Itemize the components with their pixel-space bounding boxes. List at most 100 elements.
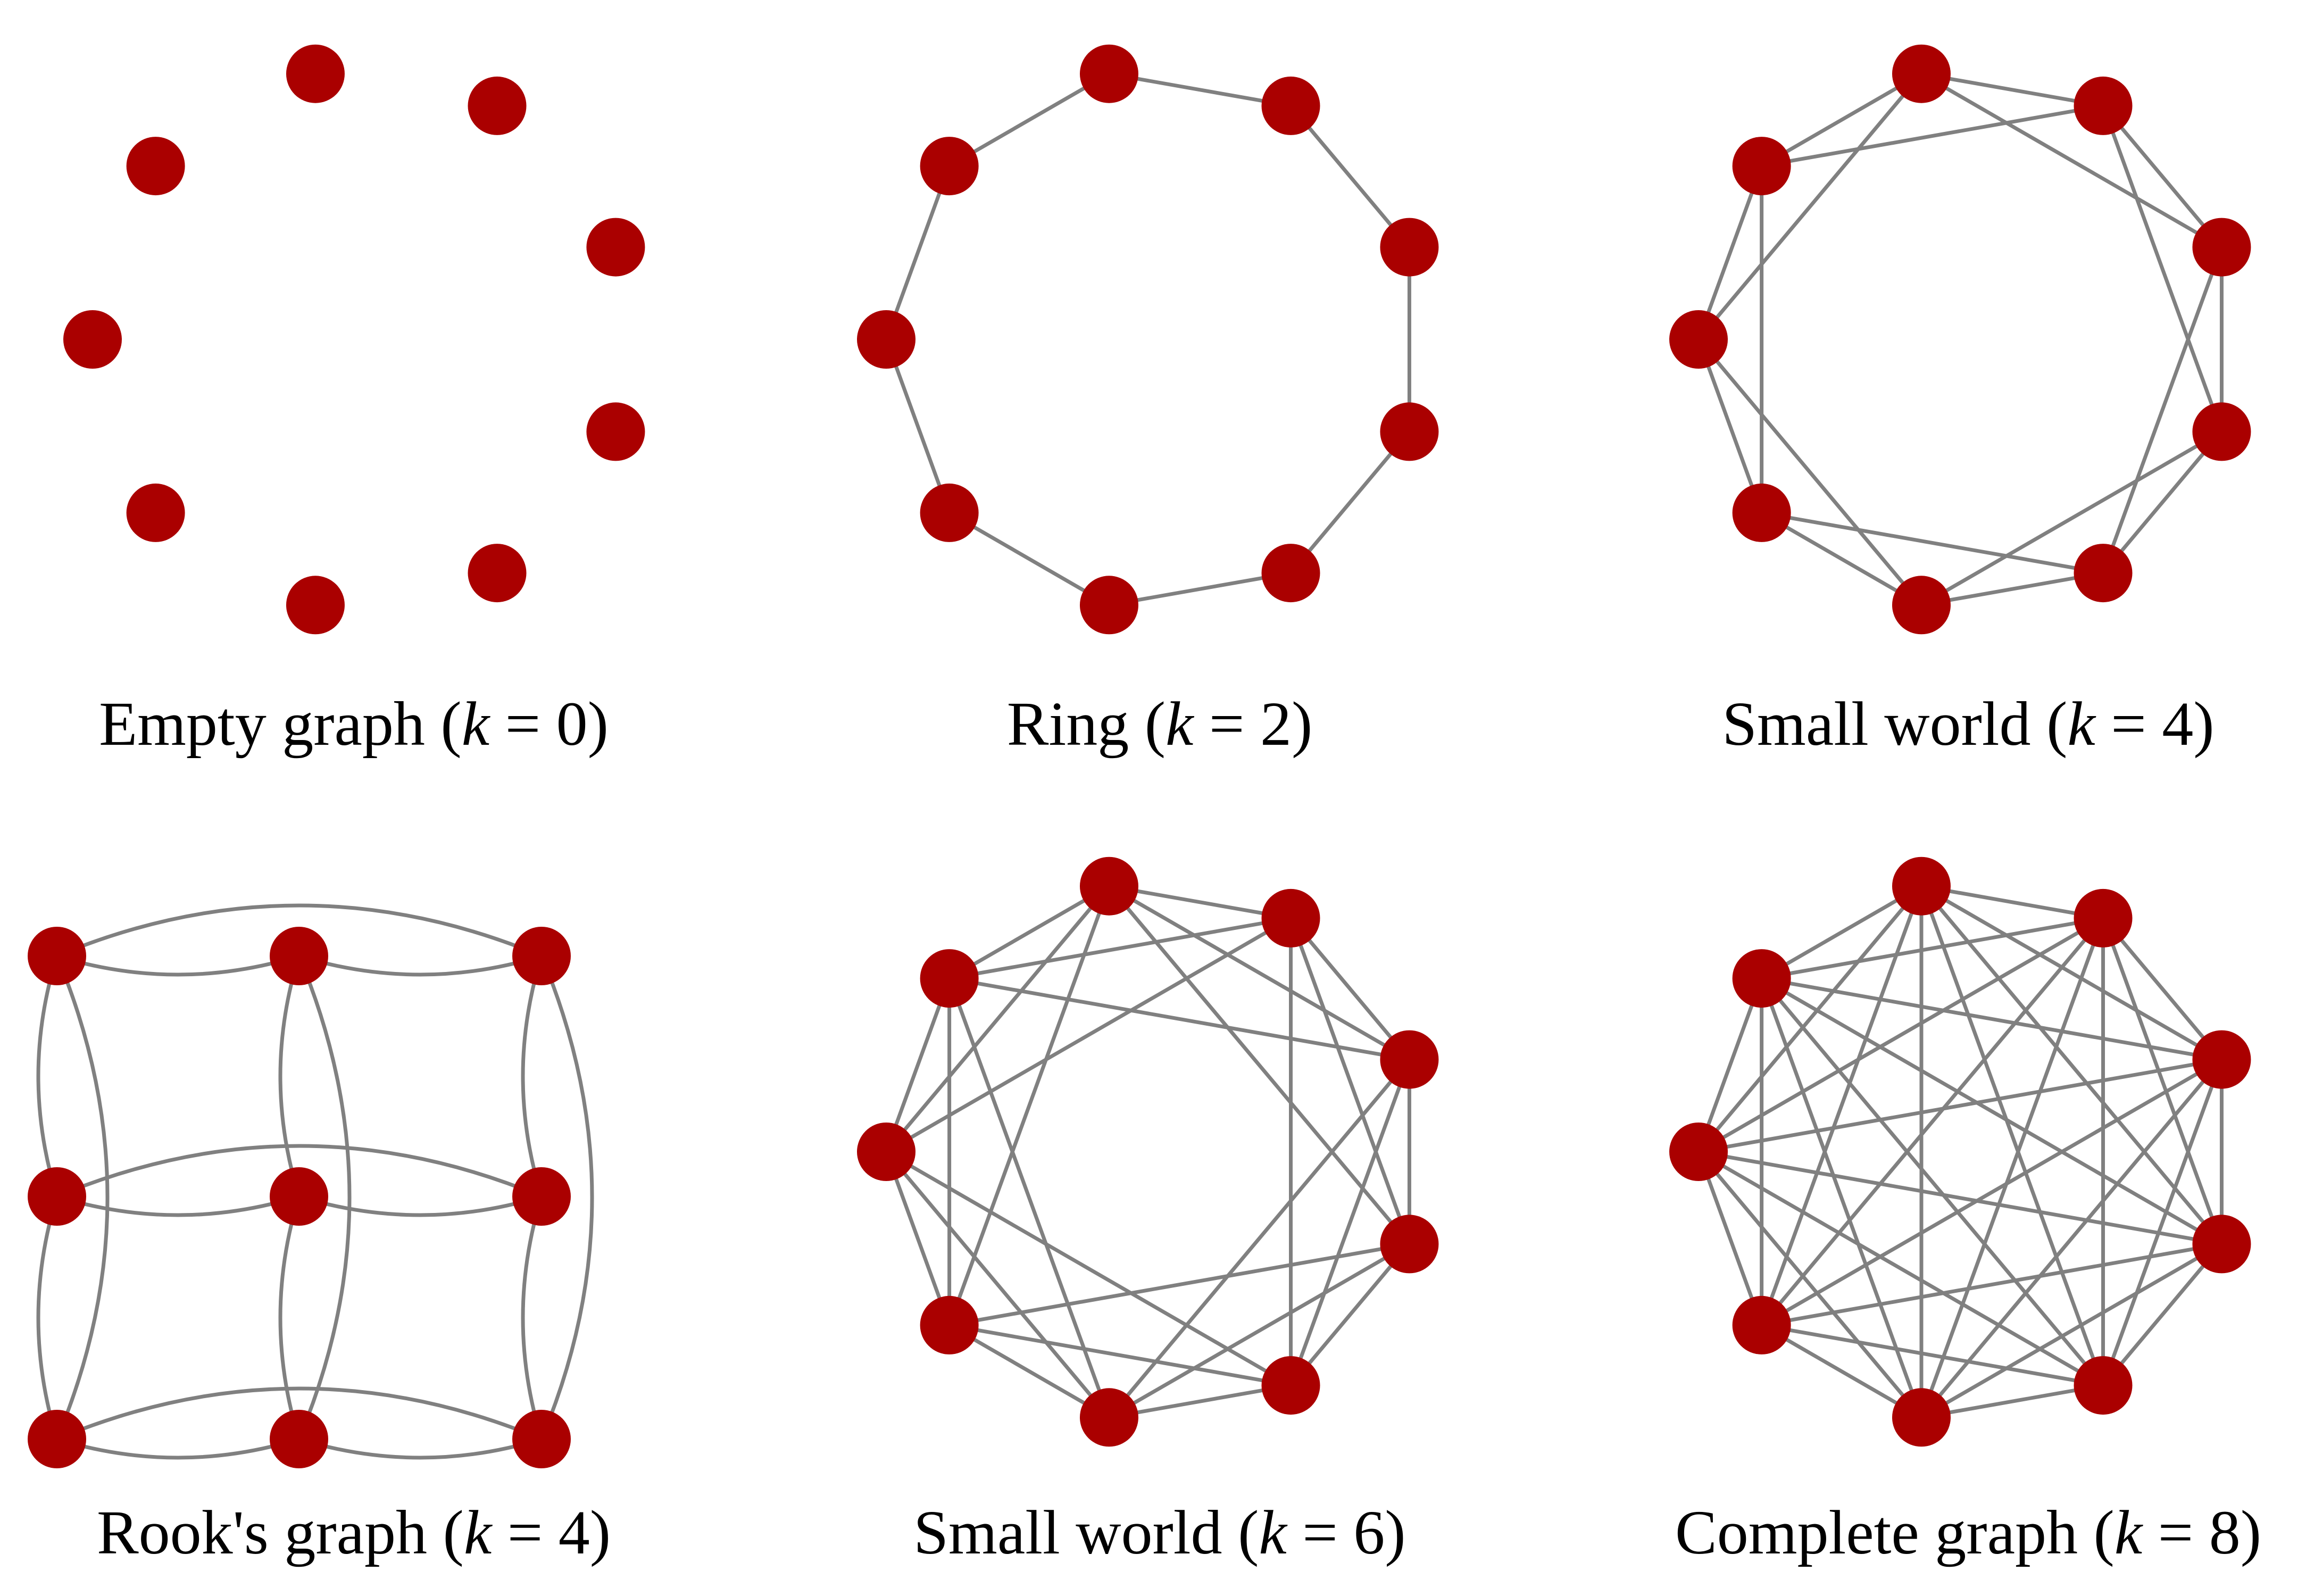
node-empty-0	[63, 310, 122, 369]
edge-small-world-6-8-0	[884, 977, 951, 1153]
edge-rook-r2-c0-c1	[56, 1437, 300, 1460]
edge-small-world-4-1-3	[1761, 511, 2104, 575]
edge-small-world-6-3-5	[1289, 1059, 1411, 1386]
node-small-world-6-8	[920, 949, 979, 1008]
caption-rook-k: 4	[559, 1498, 590, 1567]
edge-rook-c1-r1-r2	[278, 1195, 301, 1440]
edge-complete-3-4	[2101, 1243, 2224, 1387]
edge-complete-0-4	[1698, 1150, 2223, 1246]
edge-small-world-6-0-2	[885, 1150, 1111, 1419]
edge-small-world-6-7-8	[948, 884, 1110, 980]
edge-ring-6-7	[1109, 72, 1292, 108]
edge-small-world-6-8-2	[947, 977, 1111, 1418]
node-rook-1-1	[270, 1167, 328, 1226]
edge-small-world-6-5-7	[1108, 884, 1411, 1061]
node-ring-0	[857, 310, 915, 369]
edge-small-world-6-6-7	[1109, 884, 1292, 920]
edge-complete-6-0	[1697, 916, 2104, 1154]
edge-ring-8-0	[884, 165, 951, 340]
node-complete-5	[2192, 1030, 2251, 1089]
edge-rook-c1-r0-r2	[297, 955, 352, 1440]
edge-complete-5-8	[1761, 976, 2223, 1062]
node-small-world-6-5	[1380, 1030, 1439, 1089]
edge-complete-3-5	[2101, 1059, 2224, 1386]
edge-small-world-6-1-3	[949, 1323, 1292, 1387]
edge-rook-r2-c0-c2	[56, 1386, 543, 1441]
edge-small-world-4-5-6	[2101, 104, 2224, 248]
node-empty-3	[468, 544, 527, 603]
node-complete-2	[1892, 1388, 1951, 1447]
node-empty-2	[286, 576, 345, 635]
node-rook-0-2	[512, 927, 571, 985]
caption-complete-name: Complete graph	[1675, 1498, 2078, 1567]
panel-ring: Ring (k = 2)	[857, 44, 1439, 759]
node-ring-4	[1380, 402, 1439, 461]
node-small-world-6-2	[1079, 1388, 1138, 1447]
edge-small-world-4-2-3	[1921, 571, 2104, 607]
node-rook-0-1	[270, 927, 328, 985]
edge-ring-7-8	[948, 72, 1110, 168]
edge-small-world-4-0-1	[1696, 338, 1763, 514]
caption-small-world-6-k: 6	[1353, 1498, 1385, 1567]
edge-ring-3-4	[1289, 430, 1411, 575]
panel-small-world-4: Small world (k = 4)	[1669, 44, 2251, 759]
edge-small-world-6-6-8	[949, 916, 1292, 980]
edge-rook-r0-c0-c1	[56, 954, 300, 977]
edge-rook-r0-c1-c2	[298, 954, 543, 977]
edge-small-world-6-5-6	[1289, 917, 1411, 1061]
caption-small-world-4-name: Small world	[1722, 689, 2030, 759]
node-rook-2-0	[28, 1410, 86, 1468]
edge-complete-2-6	[1919, 917, 2105, 1418]
edge-small-world-6-5-8	[949, 976, 1410, 1062]
panel-complete: Complete graph (k = 8)	[1669, 857, 2261, 1567]
node-complete-4	[2192, 1215, 2251, 1274]
edge-complete-0-2	[1697, 1150, 1923, 1419]
node-ring-6	[1261, 76, 1320, 135]
edge-small-world-6-6-0	[885, 916, 1292, 1154]
caption-small-world-4-k: 4	[2162, 689, 2193, 759]
edge-small-world-4-4-6	[2101, 105, 2224, 433]
edge-rook-c0-r0-r2	[55, 955, 110, 1440]
edge-complete-5-6	[2101, 917, 2224, 1061]
edge-small-world-4-3-5	[2101, 246, 2224, 574]
node-empty-4	[586, 402, 645, 461]
node-complete-3	[2074, 1356, 2133, 1415]
node-rook-2-2	[512, 1410, 571, 1468]
edge-small-world-6-0-3	[885, 1150, 1292, 1387]
edge-small-world-6-0-1	[884, 1151, 951, 1326]
edge-small-world-6-1-4	[949, 1242, 1410, 1327]
edge-complete-4-6	[2101, 917, 2224, 1245]
edge-rook-c2-r1-r2	[521, 1195, 544, 1440]
edge-small-world-4-7-8	[1760, 72, 1922, 168]
caption-complete: Complete graph (k = 8)	[1675, 1498, 2261, 1567]
node-complete-6	[2074, 888, 2133, 947]
edge-complete-2-4	[1920, 1242, 2223, 1419]
edge-ring-5-6	[1289, 104, 1411, 248]
node-small-world-6-6	[1261, 888, 1320, 947]
caption-small-world-6-name: Small world	[913, 1498, 1222, 1567]
node-small-world-4-7	[1892, 44, 1951, 103]
panel-small-world-6: Small world (k = 6)	[857, 857, 1439, 1567]
caption-ring-k: 2	[1260, 689, 1292, 759]
node-empty-1	[126, 483, 185, 542]
edge-complete-4-8	[1760, 977, 2223, 1246]
node-ring-1	[920, 483, 979, 542]
edge-rook-r2-c1-c2	[298, 1437, 543, 1460]
edge-complete-7-0	[1697, 885, 1923, 1153]
node-complete-1	[1732, 1295, 1791, 1354]
node-small-world-4-8	[1732, 137, 1791, 196]
edge-small-world-6-7-0	[885, 885, 1111, 1153]
edge-rook-r1-c1-c2	[298, 1194, 543, 1217]
edge-complete-5-7	[1920, 884, 2223, 1061]
node-small-world-4-1	[1732, 483, 1791, 542]
node-complete-7	[1892, 857, 1951, 916]
caption-ring-name: Ring	[1007, 689, 1129, 759]
edge-rook-c2-r0-r1	[521, 955, 544, 1198]
node-rook-1-0	[28, 1167, 86, 1226]
edge-small-world-6-2-3	[1109, 1383, 1292, 1419]
edge-ring-0-1	[884, 338, 951, 514]
edge-complete-6-1	[1760, 917, 2105, 1327]
edge-rook-c1-r0-r1	[278, 955, 301, 1198]
node-empty-7	[286, 44, 345, 103]
edge-complete-3-7	[1919, 885, 2105, 1386]
